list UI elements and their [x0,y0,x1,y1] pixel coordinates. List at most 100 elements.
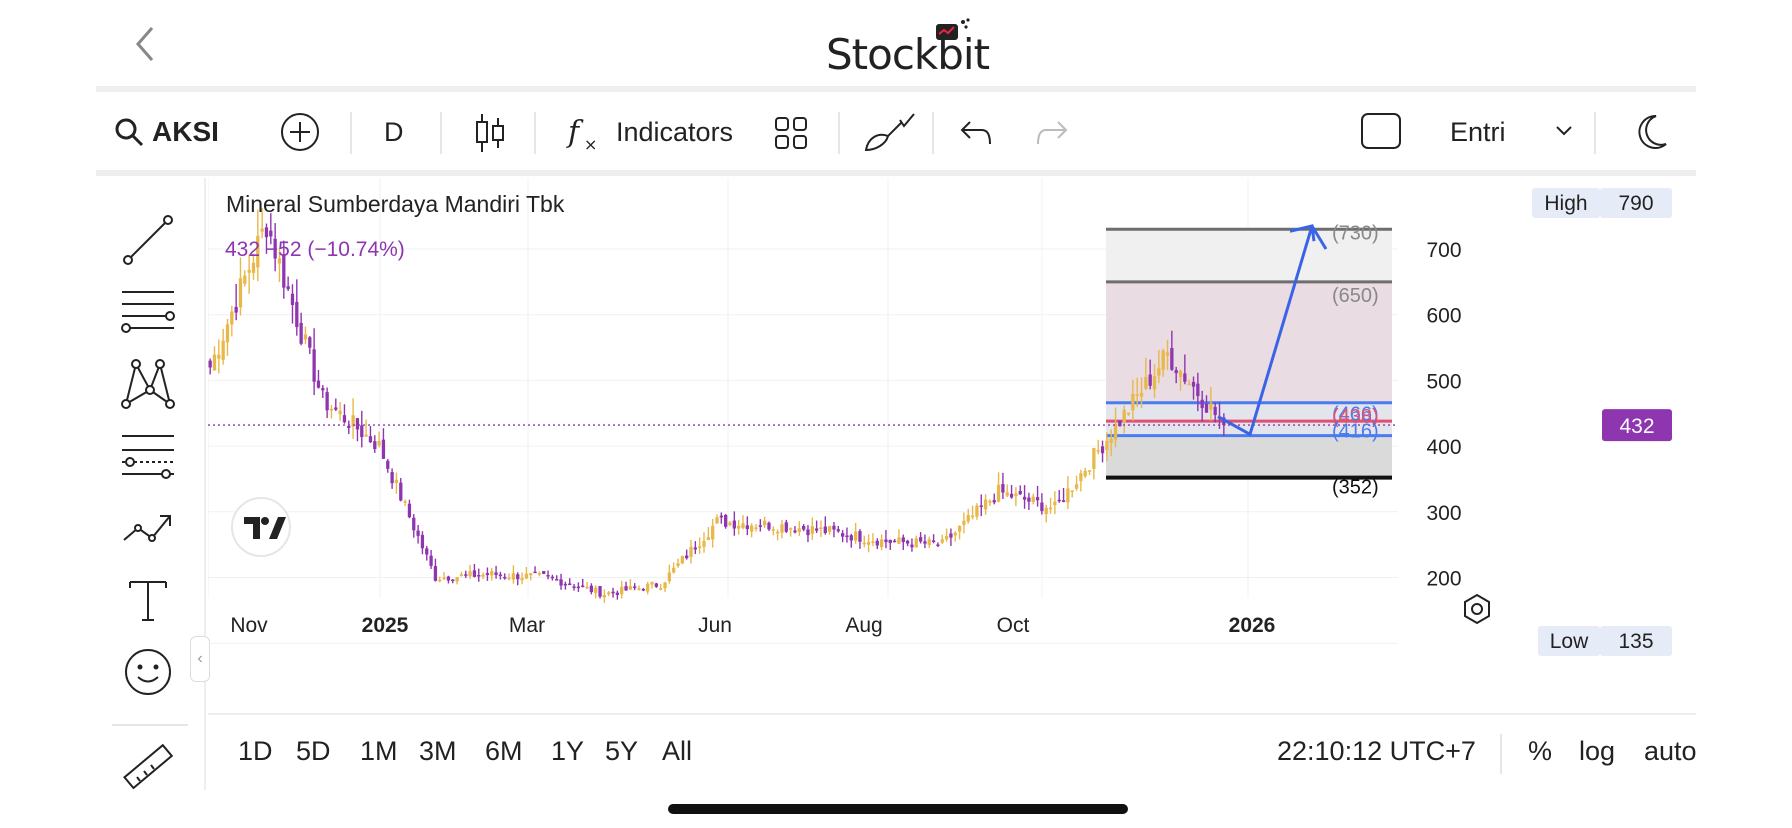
range-button-1m[interactable]: 1M [360,736,398,766]
toolbar-divider [96,170,1696,176]
projection-arrowhead [1289,224,1316,242]
candle [568,578,572,586]
chart-settings-icon[interactable] [1464,593,1490,625]
candle [1161,348,1165,377]
log-scale-toggle[interactable]: log [1579,736,1616,766]
candle [581,578,585,588]
candle [676,558,680,568]
drawing-toolbar-divider [112,724,188,726]
candle [1040,493,1044,515]
candle [425,546,429,561]
candle [1187,379,1191,386]
candles [208,208,1226,603]
undo-icon[interactable] [960,118,994,148]
candle [446,575,451,584]
candle [975,503,979,520]
candle [888,539,892,550]
dark-mode-moon-icon[interactable] [1630,112,1670,152]
candle [741,515,745,530]
trend-line-icon[interactable] [120,212,176,268]
candle [420,531,425,555]
ruler-measure-icon[interactable] [120,740,176,796]
chart-toolbar: AKSI D f × Indicators [96,94,1696,170]
candle [247,254,251,294]
path-arrow-icon[interactable] [120,500,176,556]
candle [633,583,637,591]
candle [1074,475,1079,491]
range-button-6m[interactable]: 6M [485,736,523,766]
interval-button[interactable]: D [384,116,404,147]
emoji-tool-icon[interactable] [120,644,176,700]
auto-scale-toggle[interactable]: auto [1644,736,1697,766]
candle [329,405,334,419]
fullscreen-icon[interactable] [1360,112,1402,150]
price-chart[interactable]: (730) (650) (466)(438)(416) (352) 700 600 500… [208,178,1696,708]
drawing-brush-icon[interactable] [862,110,918,154]
candle [936,542,940,548]
candle [1113,407,1118,448]
candle [1122,405,1126,434]
candle [351,398,355,439]
collapse-toolbar-button[interactable]: ‹ [190,636,210,682]
range-button-3m[interactable]: 3M [419,736,457,766]
templates-grid-icon[interactable] [774,116,808,150]
candle [797,521,801,536]
app-logo: Stockbit [826,30,990,79]
back-icon[interactable] [128,24,164,64]
low-value: 135 [1618,630,1653,653]
fib-retracement-icon[interactable] [120,284,176,340]
low-tag-bg [1538,626,1600,656]
candle [529,573,533,581]
range-button-5y[interactable]: 5Y [605,736,639,766]
candle [1109,429,1113,457]
svg-text:×: × [584,135,597,152]
price-axis: 700 600 500 400 300 200 [1426,239,1461,591]
candle [845,527,849,543]
candle [693,541,697,555]
candle [1083,467,1087,479]
candle [776,529,780,541]
low-value-bg [1600,626,1672,656]
candle [702,532,706,553]
candle [1035,485,1040,507]
candle [966,508,970,524]
candle [251,253,256,280]
compare-add-icon[interactable] [280,112,320,152]
candle [849,533,853,548]
candle [325,387,329,419]
candle [433,558,438,582]
candle [507,573,511,581]
symbol-search[interactable]: AKSI [114,94,219,170]
candle [853,522,858,544]
candle [624,581,628,591]
candle [1070,490,1074,498]
candle [468,564,472,580]
candle [1200,390,1204,422]
tradingview-logo-icon[interactable] [231,497,291,557]
percent-scale-toggle[interactable]: % [1528,736,1553,766]
candle [364,419,368,437]
range-button-1y[interactable]: 1Y [551,736,585,766]
candles-icon[interactable] [474,112,506,154]
text-tool-icon[interactable] [120,572,176,628]
range-button-1d[interactable]: 1D [238,736,273,766]
candle [910,538,914,552]
pattern-tool-icon[interactable] [120,356,176,412]
indicators-button[interactable]: f × Indicators [566,94,733,170]
candle [386,458,390,473]
candle [654,582,658,588]
candle [737,519,741,535]
x-tick-label: 2026 [1229,614,1276,637]
range-button-all[interactable]: All [662,736,693,766]
forecast-tool-icon[interactable] [120,428,176,484]
candle [840,530,845,543]
layout-name[interactable]: Entri [1450,116,1506,147]
header-divider [96,86,1696,92]
range-button-5d[interactable]: 5D [296,736,331,766]
candle [659,583,663,591]
candle [559,573,563,590]
level-label: (438) [1332,406,1379,428]
chevron-down-icon[interactable] [1554,124,1574,138]
candle [698,537,702,555]
clock-timezone[interactable]: 22:10:12 UTC+7 [1277,736,1476,766]
